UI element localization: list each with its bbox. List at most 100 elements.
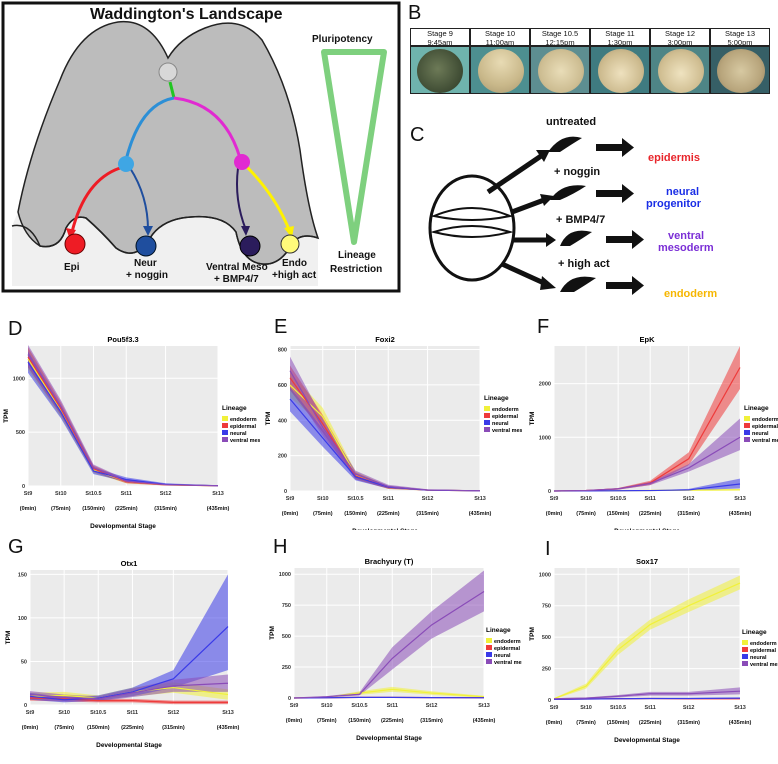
outcome-neural-1: neural (666, 186, 700, 198)
chart-pou5f3: 0 500 1000 St9 (0min) St10 (75min) St10.5 (150mi… (3, 335, 260, 530)
legend-swatch-ventral-meso (744, 437, 750, 442)
y-tick-label: 1000 (539, 572, 551, 578)
treatment-label: untreated (546, 116, 597, 128)
x-axis-label: Developmental Stage (352, 528, 418, 530)
stage-time: 11:00am (485, 38, 515, 47)
stage-time: 5:00pm (727, 38, 753, 47)
x-time-label: (150min) (344, 511, 367, 517)
stage-header: Stage 11 1:30pm (590, 28, 650, 47)
x-axis-label: Developmental Stage (90, 523, 156, 530)
stage-header: Stage 9 9:45am (410, 28, 470, 47)
top-cell-node (158, 62, 178, 82)
fate-neur-label-2: + noggin (126, 270, 168, 281)
y-tick-label: 0 (548, 698, 551, 704)
arrowhead-epi (66, 228, 76, 240)
legend-swatch-endoderm (742, 640, 748, 645)
embryo-photo-stage12 (650, 46, 710, 94)
stage-time: 3:00pm (667, 38, 693, 47)
x-tick-label: St12 (426, 703, 438, 709)
ribbon-neural (554, 478, 740, 491)
chart-foxi2: 0 200 400 600 800 St9 (0min) St10 (75min) St10.5 (… (265, 335, 522, 530)
y-tick-label: 100 (18, 616, 27, 622)
arrowhead-ventral (241, 226, 250, 236)
x-time-label: (75min) (313, 511, 333, 517)
x-time-label: (225min) (639, 511, 662, 517)
x-time-label: (0min) (286, 718, 303, 724)
x-tick-label: St10.5 (351, 703, 367, 709)
legend-title: Lineage (486, 627, 511, 634)
legend-swatch-neural (742, 654, 748, 659)
treatment-label: + high act (558, 258, 610, 270)
x-time-label: (435min) (729, 511, 752, 517)
stage-time: 12:15pm (545, 38, 575, 47)
x-tick-label: St10 (317, 496, 329, 502)
plot-background (28, 346, 218, 486)
top-arrow (168, 81, 176, 99)
legend-label-endoderm: endoderm (230, 417, 257, 423)
x-time-label: (150min) (607, 511, 630, 517)
outcome-arrow-head-1 (622, 138, 634, 157)
x-tick-label: St9 (290, 703, 299, 709)
x-tick-label: St13 (212, 491, 224, 497)
y-tick-label: 500 (16, 430, 25, 436)
branch-arrow-untreated (486, 151, 546, 195)
y-tick-label: 250 (542, 667, 551, 673)
chart-title: EpK (640, 335, 656, 344)
x-time-label: (435min) (217, 725, 240, 731)
legend-swatch-epidermal (486, 645, 492, 650)
legend-label-neural: neural (492, 421, 509, 427)
stage-time: 1:30pm (607, 38, 633, 47)
chart-title: Sox17 (636, 557, 658, 566)
path-to-neural-node (124, 96, 175, 161)
y-tick-label: 0 (22, 484, 25, 490)
x-axis-label: Developmental Stage (614, 528, 680, 530)
pluripotency-triangle (321, 49, 387, 245)
stage-name: Stage 11 (605, 29, 635, 38)
outcome-arrow-head-4 (632, 276, 644, 295)
legend-label-neural: neural (494, 653, 511, 659)
treatment-schematic-panel: untreated + noggin + BMP4/7 + high act e… (420, 116, 776, 310)
y-tick-label: 0 (288, 696, 291, 702)
x-time-label: (225min) (115, 506, 138, 512)
x-axis-label: Developmental Stage (96, 742, 162, 749)
x-tick-label: St13 (734, 496, 746, 502)
x-time-label: (225min) (121, 725, 144, 731)
y-tick-label: 50 (21, 659, 27, 665)
stage-header: Stage 13 5:00pm (710, 28, 770, 47)
legend-swatch-endoderm (222, 416, 228, 421)
legend-label-neural: neural (230, 431, 247, 437)
stage-header: Stage 10 11:00am (470, 28, 530, 47)
stage-name: Stage 10.5 (541, 29, 579, 38)
x-tick-label: St9 (26, 710, 35, 716)
x-time-label: (75min) (576, 511, 596, 517)
y-tick-label: 1000 (13, 376, 25, 382)
x-time-label: (150min) (348, 718, 371, 724)
panel-label-i: I (545, 538, 551, 560)
series-line-neural (29, 626, 229, 701)
outcome-epidermis: epidermis (648, 152, 700, 164)
x-time-label: (150min) (87, 725, 110, 731)
x-time-label: (75min) (317, 718, 337, 724)
legend-label-epidermal: epidermal (494, 646, 520, 652)
legend-label-ventral-meso: ventral meso (750, 662, 778, 668)
x-tick-label: St13 (734, 705, 746, 711)
x-tick-label: St11 (127, 710, 138, 716)
legend-swatch-epidermal (484, 413, 490, 418)
x-time-label: (435min) (207, 506, 230, 512)
x-time-label: (150min) (82, 506, 105, 512)
x-axis-label: Developmental Stage (356, 735, 422, 742)
panel-label-b: B (408, 2, 422, 24)
legend-swatch-epidermal (222, 423, 228, 428)
x-time-label: (225min) (377, 511, 400, 517)
series-line-ventral-meso (289, 370, 481, 492)
x-time-label: (315min) (416, 511, 439, 517)
x-time-label: (315min) (162, 725, 185, 731)
x-tick-label: St11 (383, 496, 394, 502)
series-line-ventral-meso (29, 682, 229, 700)
chart-sox17: 0 250 500 750 1000 St9 (0min) St10 (75min) St10.5… (529, 557, 778, 744)
ribbon-neural (30, 574, 228, 703)
cap-tissue-bmp (560, 230, 592, 246)
panel-label-h: H (273, 536, 288, 558)
arrowhead-bmp (546, 233, 556, 247)
panel-label-d: D (8, 318, 23, 340)
